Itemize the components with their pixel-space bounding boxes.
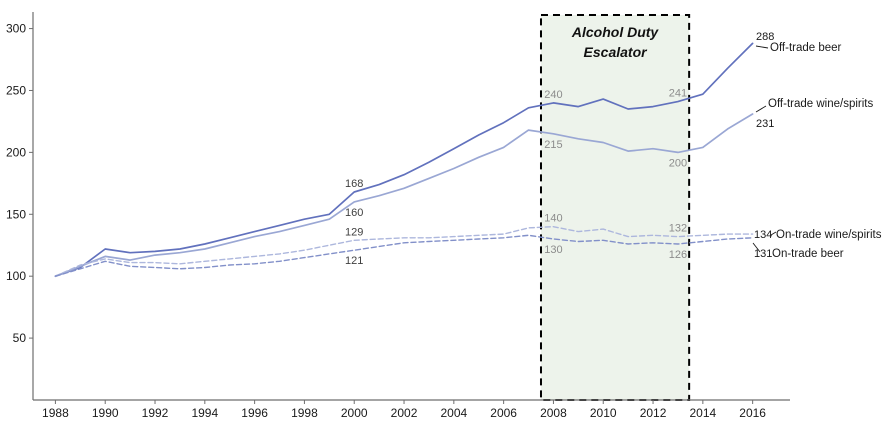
series-line-off-trade-beer [54,42,754,278]
point-label-2008-off-trade-wine-spirits: 215 [544,139,562,151]
end-value-on-trade-wine-spirits: 134 [754,229,772,241]
x-tick-label: 2002 [391,406,418,420]
x-tick-label: 2006 [490,406,517,420]
end-label-connector-off-trade-beer [755,45,769,49]
point-label-2013-on-trade-beer: 126 [669,249,687,261]
x-tick-label: 2000 [341,406,368,420]
series-line-on-trade-wine-spirits [54,225,754,277]
end-value-off-trade-beer: 288 [756,31,774,43]
y-tick-label: 300 [6,22,26,36]
end-value-off-trade-wine-spirits: 231 [756,118,774,130]
band-title-line1: Alcohol Duty [571,24,660,40]
y-tick-label: 100 [6,269,26,283]
point-label-2008-on-trade-wine-spirits: 140 [544,213,562,225]
x-tick-label: 1996 [241,406,268,420]
series-line-on-trade-beer [54,234,754,277]
point-label-2008-on-trade-beer: 130 [544,244,562,256]
x-tick-label: 2008 [540,406,567,420]
x-tick-label: 2010 [590,406,617,420]
series-label-off-trade-wine-spirits: Off-trade wine/spirits [768,98,873,110]
axes: 50 100 150 200 250 300 1988 1990 1992 1994 1996 199… [6,12,790,420]
y-tick-label: 250 [6,83,26,97]
series-label-on-trade-wine-spirits: On-trade wine/spirits [776,229,882,241]
series-label-off-trade-beer: Off-trade beer [770,42,842,54]
x-tick-label: 2012 [640,406,667,420]
y-tick-label: 50 [13,331,27,345]
point-label-2000-on-trade-beer: 121 [345,255,363,267]
y-tick-label: 150 [6,207,26,221]
end-label-connector-on-trade-wine-spirits [770,231,777,236]
end-label-connector-on-trade-beer [752,242,761,253]
end-value-on-trade-beer: 131 [754,248,772,260]
series-line-off-trade-wine-spirits [54,113,754,278]
x-tick-label: 1990 [92,406,119,420]
duty-escalator-band [539,14,691,401]
point-label-2013-on-trade-wine-spirits: 132 [669,223,687,235]
x-tick-label: 1994 [191,406,218,420]
point-label-2013-off-trade-beer: 241 [669,88,687,100]
point-label-2000-off-trade-beer: 168 [345,178,363,190]
point-label-2000-off-trade-wine-spirits: 160 [345,207,363,219]
series-label-on-trade-beer: On-trade beer [772,248,844,260]
point-label-2013-off-trade-wine-spirits: 200 [669,157,687,169]
x-tick-label: 2004 [440,406,467,420]
point-label-2008-off-trade-beer: 240 [544,89,562,101]
x-tick-label: 1998 [291,406,318,420]
x-tick-label: 2014 [689,406,716,420]
x-tick-label: 1992 [142,406,169,420]
x-tick-label: 1988 [42,406,69,420]
band-title-line2: Escalator [584,44,649,60]
x-tick-label: 2016 [739,406,766,420]
y-tick-label: 200 [6,145,26,159]
point-label-2000-on-trade-wine-spirits: 129 [345,226,363,238]
end-label-connector-off-trade-wine-spirits [755,105,767,113]
